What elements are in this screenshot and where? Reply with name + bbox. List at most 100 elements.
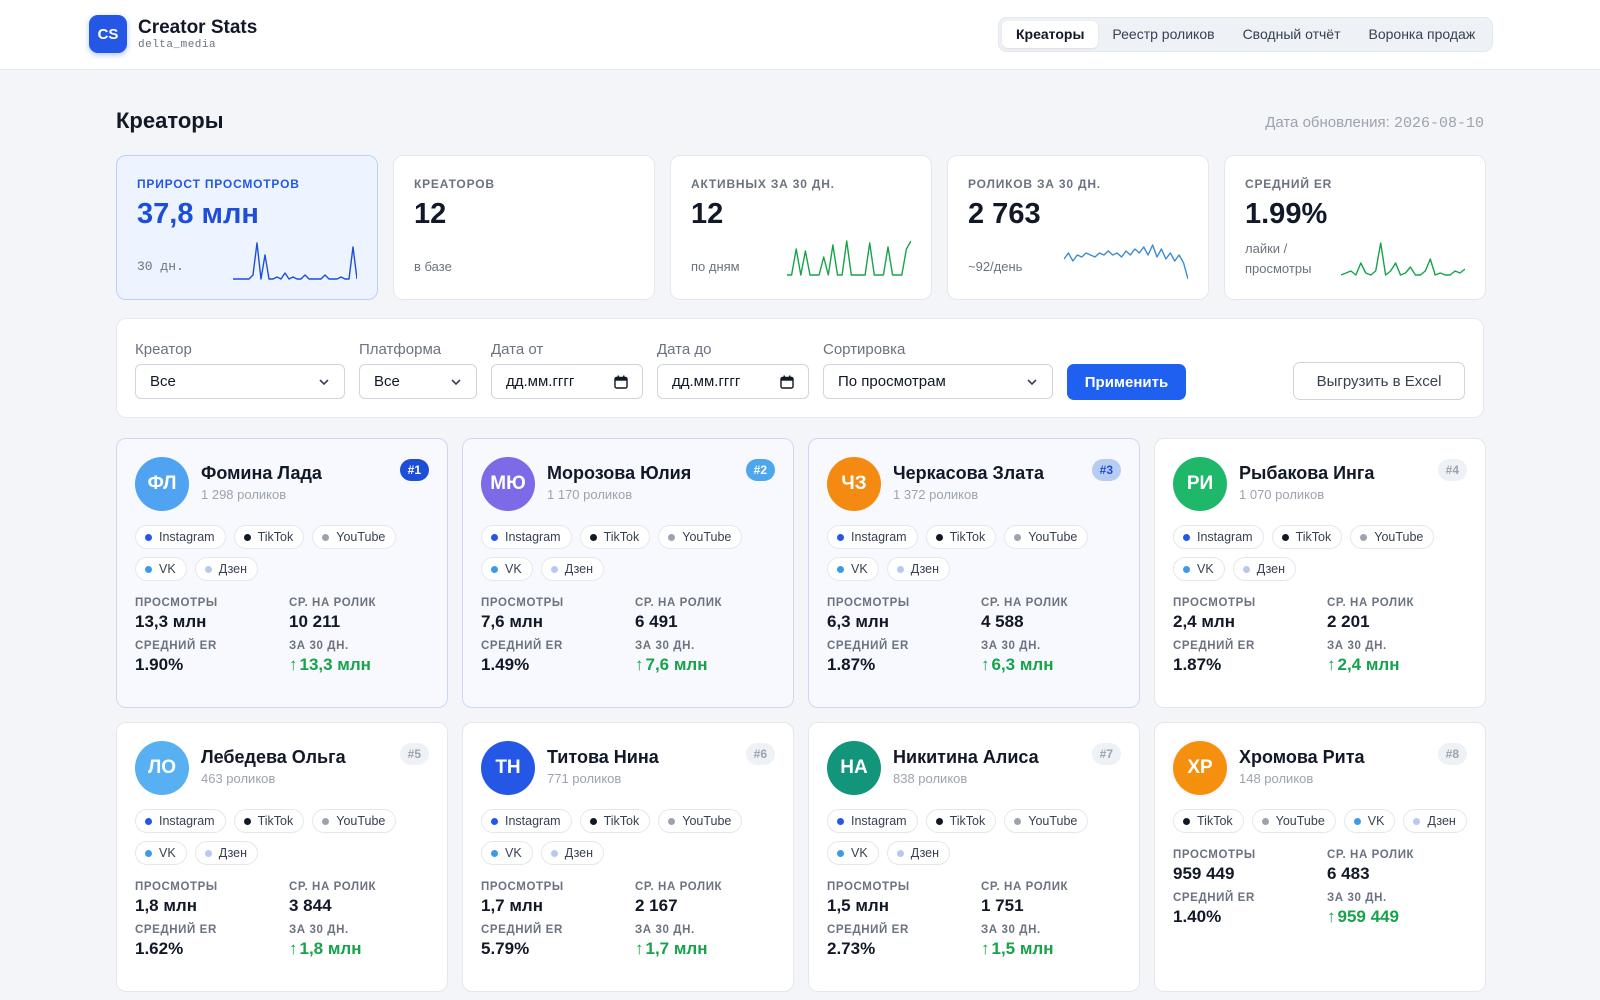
calendar-icon[interactable] xyxy=(780,375,794,389)
platform-name: Instagram xyxy=(1197,530,1253,544)
chevron-down-icon xyxy=(319,378,329,385)
creator-card[interactable]: ЛО Лебедева Ольга 463 роликов #5 Instagram Ti… xyxy=(116,722,448,992)
creator-stats: ПРОСМОТРЫ 1,5 млн СР. НА РОЛИК 1 751 СРЕДНИЙ… xyxy=(827,881,1127,959)
creator-card[interactable]: ХР Хромова Рита 148 роликов #8 TikTok YouTube… xyxy=(1154,722,1486,992)
stat-label: СР. НА РОЛИК xyxy=(1327,849,1415,861)
apply-button[interactable]: Применить xyxy=(1067,364,1186,400)
creator-card[interactable]: ФЛ Фомина Лада 1 298 роликов #1 Instagram Tik… xyxy=(116,438,448,708)
tab-creators[interactable]: Креаторы xyxy=(1002,21,1099,48)
arrow-up-icon: ↑ xyxy=(635,939,644,958)
sort-select[interactable]: По просмотрам xyxy=(823,364,1053,399)
creator-name[interactable]: Рыбакова Инга xyxy=(1239,463,1375,483)
sparkline-er xyxy=(1341,242,1465,276)
platform-dot-icon xyxy=(589,817,597,825)
sort-label: Сортировка xyxy=(823,341,906,358)
video-count: 1 372 роликов xyxy=(893,487,979,502)
creator-card[interactable]: ТН Титова Нина 771 роликов #6 Instagram TikTo… xyxy=(462,722,794,992)
kpi-value: 1.99% xyxy=(1245,198,1328,230)
platform-chip: YouTube xyxy=(658,525,743,549)
export-excel-button[interactable]: Выгрузить в Excel xyxy=(1293,362,1465,400)
date-from-input[interactable]: дд.мм.гггг xyxy=(491,364,643,399)
platform-chips: Instagram TikTok YouTube VK Дзен xyxy=(827,525,1127,581)
platform-name: Дзен xyxy=(910,846,940,860)
creator-card[interactable]: ЧЗ Черкасова Злата 1 372 роликов #3 Instagra… xyxy=(808,438,1140,708)
tab-summary-report[interactable]: Сводный отчёт xyxy=(1242,26,1341,42)
stat-30d: ЗА 30 ДН. ↑ 1,8 млн xyxy=(289,924,435,959)
platform-name: TikTok xyxy=(603,530,640,544)
creator-card[interactable]: НА Никитина Алиса 838 роликов #7 Instagram Ti… xyxy=(808,722,1140,992)
sparkline-path xyxy=(787,240,911,276)
platform-dot-icon xyxy=(1183,817,1190,825)
platform-chips: Instagram TikTok YouTube VK Дзен xyxy=(135,809,435,865)
platform-dot-icon xyxy=(204,849,212,857)
stat-value: 10 211 xyxy=(289,612,341,631)
stat-value: 1,5 млн xyxy=(827,896,889,915)
platform-chip: TikTok xyxy=(579,809,651,833)
platform-dot-icon xyxy=(322,817,330,825)
platform-dot-icon xyxy=(491,565,498,573)
creator-name[interactable]: Фомина Лада xyxy=(201,463,322,483)
platform-dot-icon xyxy=(668,533,676,541)
stat-label: СРЕДНИЙ ER xyxy=(481,924,563,936)
platform-dot-icon xyxy=(1014,817,1022,825)
platform-name: TikTok xyxy=(603,814,640,828)
platform-select[interactable]: Все xyxy=(359,364,477,399)
stat-value: 4 588 xyxy=(981,612,1024,631)
platform-name: TikTok xyxy=(257,530,294,544)
stat-er: СРЕДНИЙ ER 2.73% xyxy=(827,924,981,959)
stat-value: 1,8 млн xyxy=(135,896,197,915)
creator-name[interactable]: Титова Нина xyxy=(547,747,659,767)
platform-chip: TikTok xyxy=(925,525,997,549)
sparkline-path xyxy=(1341,242,1465,276)
stat-er: СРЕДНИЙ ER 1.87% xyxy=(827,640,981,675)
rank-badge: #5 xyxy=(399,743,429,765)
stat-value-growth: ↑ 7,6 млн xyxy=(635,655,781,675)
growth-value: 13,3 млн xyxy=(299,655,371,674)
tab-sales-funnel[interactable]: Воронка продаж xyxy=(1368,26,1476,42)
creator-name[interactable]: Никитина Алиса xyxy=(893,747,1039,767)
stat-value: 959 449 xyxy=(1173,864,1235,883)
platform-dot-icon xyxy=(837,849,844,857)
avatar: ЧЗ xyxy=(827,457,881,511)
platform-chip: TikTok xyxy=(233,525,305,549)
avatar: ХР xyxy=(1173,741,1227,795)
platform-chip: Дзен xyxy=(194,557,259,581)
platform-name: VK xyxy=(851,562,868,576)
stat-views: ПРОСМОТРЫ 1,5 млн xyxy=(827,881,981,916)
stat-value: 1.62% xyxy=(135,939,184,958)
stat-30d: ЗА 30 ДН. ↑ 2,4 млн xyxy=(1327,640,1473,675)
stat-label: ПРОСМОТРЫ xyxy=(1173,849,1256,861)
platform-chip: Дзен xyxy=(1232,557,1297,581)
calendar-icon[interactable] xyxy=(614,375,628,389)
platform-chip: Дзен xyxy=(194,841,259,865)
platform-dot-icon xyxy=(145,817,152,825)
update-date-value: 2026-08-10 xyxy=(1393,115,1484,132)
platform-name: YouTube xyxy=(682,530,732,544)
creator-name[interactable]: Морозова Юлия xyxy=(547,463,692,483)
date-from-placeholder: дд.мм.гггг xyxy=(506,373,575,390)
app-logo[interactable]: CS xyxy=(89,15,127,53)
creator-card[interactable]: МЮ Морозова Юлия 1 170 роликов #2 Instagram T… xyxy=(462,438,794,708)
creator-card[interactable]: РИ Рыбакова Инга 1 070 роликов #4 Instagram T… xyxy=(1154,438,1486,708)
platform-dot-icon xyxy=(896,849,904,857)
tab-video-registry[interactable]: Реестр роликов xyxy=(1112,26,1215,42)
platform-chip: VK xyxy=(481,557,533,581)
platform-dot-icon xyxy=(1360,533,1368,541)
creator-select[interactable]: Все xyxy=(135,364,345,399)
arrow-up-icon: ↑ xyxy=(981,939,990,958)
kpi-views-growth: ПРИРОСТ ПРОСМОТРОВ 37,8 млн 30 дн. xyxy=(116,155,378,300)
creator-name[interactable]: Лебедева Ольга xyxy=(201,747,346,767)
creator-name[interactable]: Черкасова Злата xyxy=(893,463,1045,483)
stat-value: 6,3 млн xyxy=(827,612,889,631)
date-to-input[interactable]: дд.мм.гггг xyxy=(657,364,809,399)
platform-name: Дзен xyxy=(910,562,940,576)
stat-value: 7,6 млн xyxy=(481,612,543,631)
arrow-up-icon: ↑ xyxy=(981,655,990,674)
stat-label: СРЕДНИЙ ER xyxy=(827,924,909,936)
platform-name: VK xyxy=(1367,814,1385,828)
platform-chips: Instagram TikTok YouTube VK Дзен xyxy=(481,809,781,865)
platform-chip: Дзен xyxy=(886,841,951,865)
stat-value: 6 483 xyxy=(1327,864,1370,883)
platform-name: TikTok xyxy=(257,814,294,828)
creator-name[interactable]: Хромова Рита xyxy=(1239,747,1365,767)
